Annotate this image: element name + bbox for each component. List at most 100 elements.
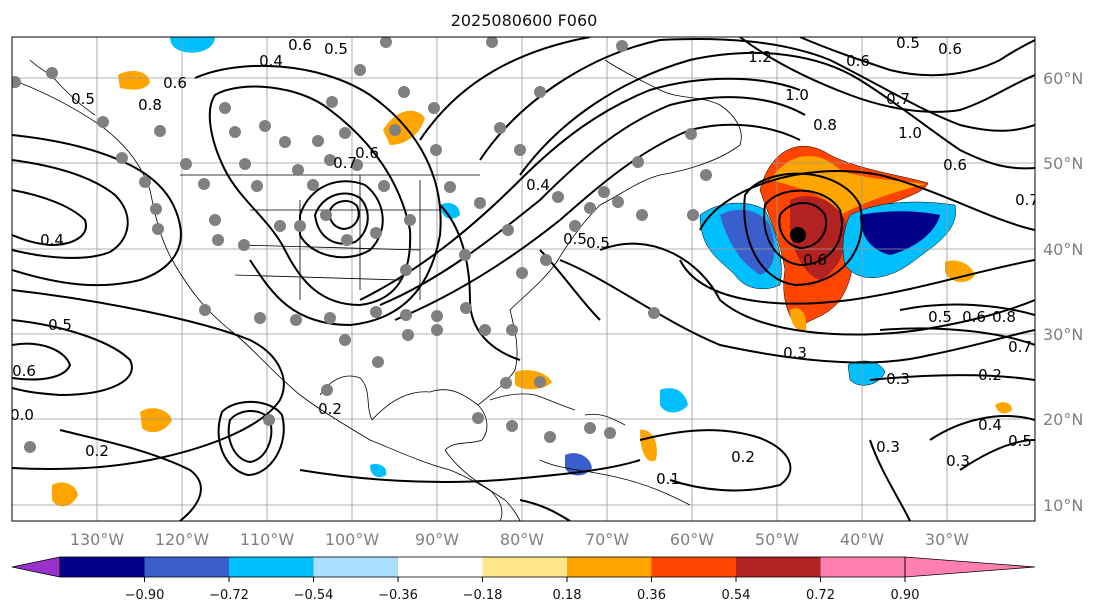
station-marker <box>459 249 471 261</box>
latitude-label: 50°N <box>1043 154 1083 173</box>
station-marker <box>516 267 528 279</box>
colorbar-tick-label: −0.72 <box>209 588 249 603</box>
station-marker <box>700 169 712 181</box>
station-marker <box>400 264 412 276</box>
contour-line <box>763 189 843 267</box>
colorbar-tick-label: −0.18 <box>463 588 503 603</box>
station-marker <box>339 334 351 346</box>
contour-label: 0.4 <box>978 416 1002 434</box>
contour-label: 0.4 <box>259 52 283 70</box>
contour-label: 0.7 <box>333 154 357 172</box>
contour-label: 0.5 <box>324 40 348 58</box>
station-marker <box>474 197 486 209</box>
contour-label: 0.1 <box>656 470 680 488</box>
station-marker <box>494 122 506 134</box>
station-marker <box>324 312 336 324</box>
colorbar-tick-label: −0.54 <box>294 588 334 603</box>
contour-line <box>379 96 806 306</box>
longitude-label: 40°W <box>840 530 884 549</box>
contour-labels: 0.6 0.5 0.4 0.8 0.6 0.5 0.4 0.7 0.6 0.5 … <box>12 36 1035 488</box>
contour-label: 0.6 <box>938 40 962 58</box>
station-marker <box>199 304 211 316</box>
positive-anomaly-patch <box>383 110 425 145</box>
negative-anomaly-west-core <box>720 209 775 275</box>
map-frame <box>11 36 1036 522</box>
longitude-label: 50°W <box>755 530 799 549</box>
positive-anomaly-patch <box>995 402 1012 414</box>
contour-label: 0.2 <box>85 442 109 460</box>
station-marker <box>354 64 366 76</box>
contour-line <box>929 415 1035 441</box>
state-borders <box>180 174 480 300</box>
station-marker <box>351 159 363 171</box>
station-marker <box>251 180 263 192</box>
contour-line <box>519 52 1035 176</box>
cyclone-center-marker <box>790 227 806 243</box>
colorbar-segment <box>313 557 398 577</box>
south-america-coastline <box>539 459 691 506</box>
contour-label: 0.8 <box>813 116 837 134</box>
station-marker <box>24 441 36 453</box>
contour-line <box>217 400 285 477</box>
station-marker <box>472 412 484 424</box>
coastlines <box>12 59 742 521</box>
contour-line <box>12 289 285 471</box>
colorbar-tick-label: 0.18 <box>553 588 582 603</box>
station-marker <box>229 126 241 138</box>
station-marker <box>404 214 416 226</box>
alaska-panhandle-coastline <box>29 59 96 116</box>
colorbar-segment <box>567 557 652 577</box>
station-marker <box>198 178 210 190</box>
station-marker <box>219 102 231 114</box>
contour-line <box>359 77 801 301</box>
colorbar-tick-label: −0.36 <box>378 588 418 603</box>
colorbar-tick-label: 0.90 <box>891 588 920 603</box>
contour-line <box>12 319 133 397</box>
contour-label: 0.2 <box>318 400 342 418</box>
station-marker <box>263 414 275 426</box>
station-marker <box>604 427 616 439</box>
station-marker <box>584 422 596 434</box>
station-marker <box>430 144 442 156</box>
contour-line <box>328 200 360 231</box>
contour-line <box>227 410 273 464</box>
station-marker <box>431 310 443 322</box>
contour-line <box>313 192 369 245</box>
contour-line <box>59 429 202 521</box>
contour-label: 0.3 <box>783 344 807 362</box>
station-marker <box>479 324 491 336</box>
station-marker <box>294 220 306 232</box>
latitude-label: 10°N <box>1043 496 1083 515</box>
contour-label: 0.5 <box>1008 432 1032 450</box>
contour-line <box>394 123 801 321</box>
contour-label: 1.0 <box>785 86 809 104</box>
strong-positive-anomaly-core <box>790 196 847 280</box>
station-marker <box>312 135 324 147</box>
longitude-label: 70°W <box>585 530 629 549</box>
contour-line <box>599 242 1035 336</box>
station-marker <box>486 37 498 48</box>
contour-line <box>799 37 1035 77</box>
colorbar-segment <box>736 557 821 577</box>
station-marker <box>598 186 610 198</box>
contour-label: 0.6 <box>288 36 312 54</box>
longitude-label: 30°W <box>925 530 969 549</box>
station-marker <box>254 312 266 324</box>
contour-line <box>479 38 1035 161</box>
contour-label: 0.3 <box>886 370 910 388</box>
station-marker <box>370 306 382 318</box>
contour-line <box>778 202 828 250</box>
station-marker <box>339 127 351 139</box>
station-markers <box>12 37 712 453</box>
colorbar-tick-label: 0.72 <box>806 588 835 603</box>
contour-line <box>12 159 129 259</box>
station-marker <box>389 124 401 136</box>
contour-line <box>959 439 1035 471</box>
colorbar-segment <box>651 557 736 577</box>
station-marker <box>326 96 338 108</box>
contour-lines <box>12 37 1035 521</box>
positive-anomaly-patch <box>140 408 172 433</box>
station-marker <box>46 67 58 79</box>
colorbar: −0.90 −0.72 −0.54 −0.36 −0.18 0.18 0.36 … <box>11 556 1036 603</box>
